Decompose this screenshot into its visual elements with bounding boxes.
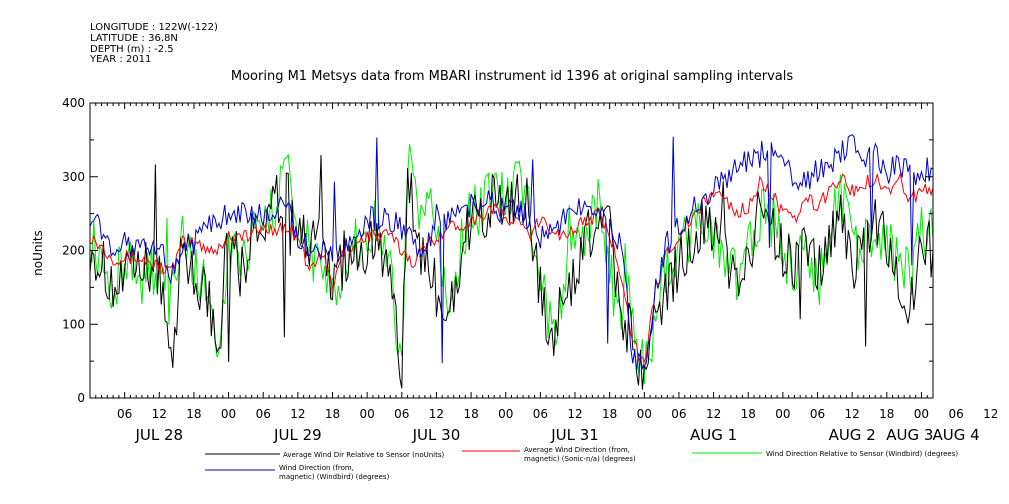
x-hour-tick-label: 18	[325, 407, 340, 421]
legend-label-1: magnetic) (Sonic-n/a) (degrees)	[524, 455, 636, 463]
x-hour-tick-label: 12	[429, 407, 444, 421]
x-hour-tick-label: 00	[221, 407, 236, 421]
x-hour-tick-label: 12	[152, 407, 167, 421]
series-line-3	[89, 134, 934, 371]
legend: Average Wind Dir Relative to Sensor (noU…	[205, 446, 958, 481]
series-line-1	[89, 171, 934, 364]
x-day-label: AUG 4	[933, 426, 980, 444]
x-hour-tick-label: 00	[914, 407, 929, 421]
x-day-label: AUG 3	[886, 426, 933, 444]
legend-label-3: magnetic) (Windbird) (degrees)	[279, 473, 390, 481]
y-tick-label: 400	[62, 96, 85, 110]
y-tick-label: 0	[77, 391, 85, 405]
x-hour-tick-label: 18	[463, 407, 478, 421]
series-line-0	[89, 155, 934, 390]
y-tick-label: 100	[62, 317, 85, 331]
x-hour-tick-label: 18	[879, 407, 894, 421]
x-hour-tick-label: 00	[360, 407, 375, 421]
x-hour-tick-label: 12	[567, 407, 582, 421]
x-day-label: AUG 1	[690, 426, 737, 444]
x-day-label: JUL 28	[134, 426, 183, 444]
header-info: LONGITUDE : 122W(-122) LATITUDE : 36.8N …	[89, 22, 218, 65]
legend-label-0: Average Wind Dir Relative to Sensor (noU…	[283, 451, 444, 459]
x-day-label: JUL 31	[550, 426, 599, 444]
x-hour-tick-label: 12	[290, 407, 305, 421]
y-axis-label: noUnits	[31, 230, 45, 276]
x-hour-tick-label: 12	[706, 407, 721, 421]
x-hour-tick-label: 12	[845, 407, 860, 421]
legend-label-2: Wind Direction Relative to Sensor (Windb…	[766, 450, 958, 458]
x-hour-tick-label: 06	[117, 407, 132, 421]
x-hour-tick-label: 18	[741, 407, 756, 421]
series-layer	[89, 134, 934, 390]
x-day-label: JUL 30	[412, 426, 461, 444]
x-day-label: JUL 29	[273, 426, 322, 444]
legend-label-3: Wind Direction (from,	[279, 464, 354, 472]
x-hour-tick-label: 00	[775, 407, 790, 421]
x-hour-tick-label: 06	[671, 407, 686, 421]
x-hour-tick-label: 06	[810, 407, 825, 421]
x-hour-tick-label: 00	[637, 407, 652, 421]
x-hour-tick-label: 18	[602, 407, 617, 421]
header-year: YEAR : 2011	[89, 54, 151, 65]
x-hour-tick-label: 18	[186, 407, 201, 421]
x-hour-tick-label: 06	[256, 407, 271, 421]
x-hour-tick-label: 06	[948, 407, 963, 421]
x-hour-tick-label: 00	[498, 407, 513, 421]
y-tick-label: 300	[62, 170, 85, 184]
x-hour-tick-label: 06	[394, 407, 409, 421]
header-longitude: LONGITUDE : 122W(-122)	[90, 22, 218, 33]
header-depth: DEPTH (m) : -2.5	[90, 44, 174, 55]
x-day-label: AUG 2	[829, 426, 876, 444]
x-hour-tick-label: 06	[533, 407, 548, 421]
header-latitude: LATITUDE : 36.8N	[90, 33, 178, 44]
legend-label-1: Average Wind Direction (from,	[524, 446, 630, 454]
axes-layer: 0 100 200 300 400 06 12 18 00 06 12 18 00 06 12 18 00 06 1…	[62, 96, 998, 444]
chart-title: Mooring M1 Metsys data from MBARI instru…	[231, 69, 793, 84]
x-hour-tick-label: 12	[983, 407, 998, 421]
y-tick-label: 200	[62, 244, 85, 258]
